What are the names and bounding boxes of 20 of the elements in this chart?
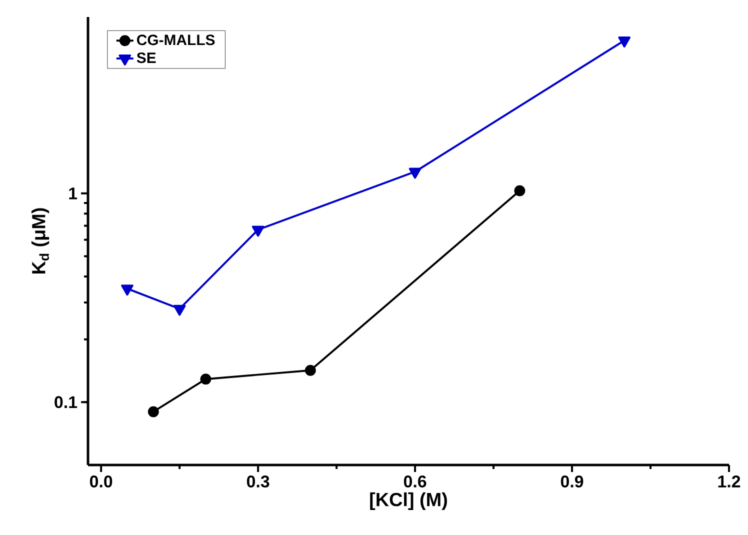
y-tick-label: 1 — [69, 188, 78, 200]
point — [148, 406, 159, 418]
point — [200, 374, 212, 385]
point — [252, 226, 264, 237]
point — [514, 185, 526, 196]
y-tick-label: 0.1 — [54, 396, 78, 408]
x-tick-label: 0.0 — [90, 475, 112, 488]
x-tick-label: 0.6 — [404, 475, 426, 488]
point — [121, 284, 134, 296]
point — [408, 168, 422, 179]
x-tick-label: 0.3 — [246, 475, 270, 488]
x-tick-label: 0.9 — [560, 475, 584, 488]
point — [304, 364, 316, 376]
y-axis-title: K$_{d}$ (μM) — [31, 208, 50, 274]
x-tick-label: 1.2 — [718, 475, 740, 488]
legend-label: SE — [136, 52, 156, 64]
legend-label: CG-MALLS — [137, 34, 215, 46]
point — [173, 304, 186, 316]
x-axis-title: [KCl] (M) — [370, 492, 447, 510]
point — [618, 36, 631, 48]
